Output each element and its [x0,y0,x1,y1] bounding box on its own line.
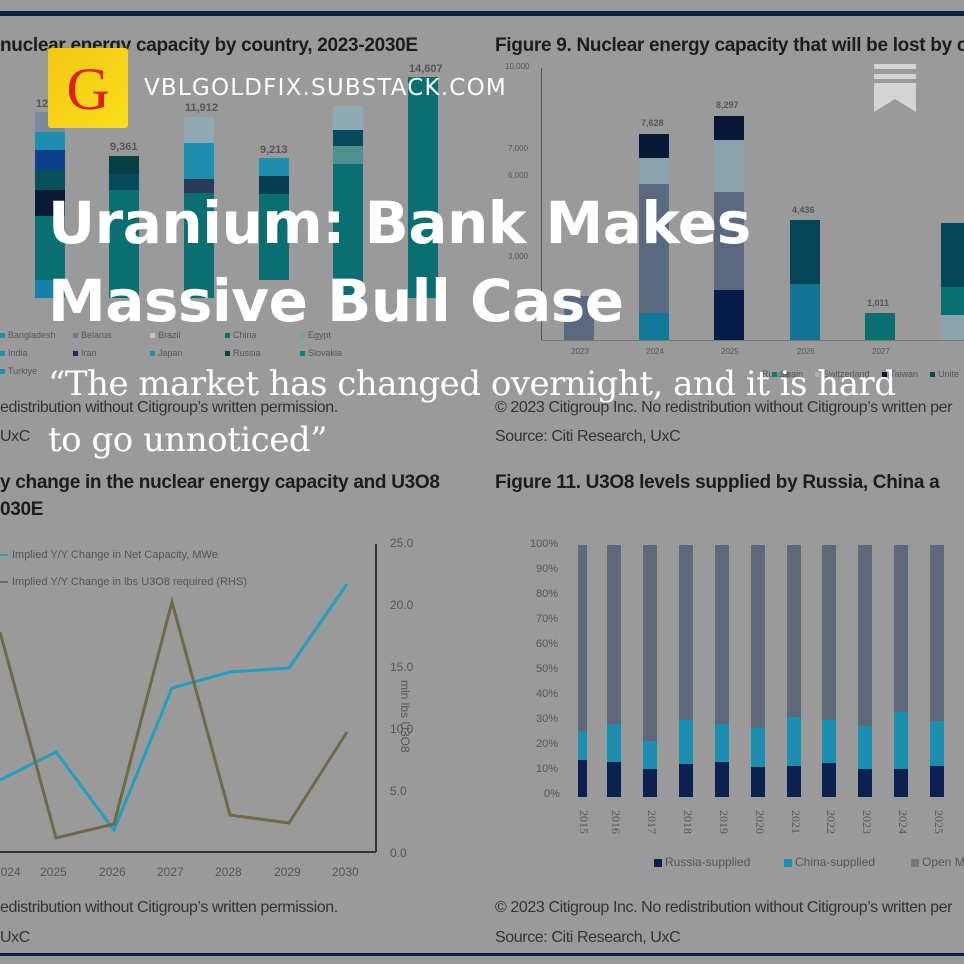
logo-letter: G [66,56,110,122]
figure-title-capacity-lost: Figure 9. Nuclear energy capacity that w… [495,35,964,56]
figure-title-u3o8-supply: Figure 11. U3O8 levels supplied by Russi… [495,472,940,493]
publication-site-name[interactable]: VBLGOLDFIX.SUBSTACK.COM [144,75,507,101]
publication-logo[interactable]: G [48,48,128,128]
publication-header: G VBLGOLDFIX.SUBSTACK.COM [48,48,507,128]
post-title: Uranium: Bank Makes Massive Bull Case [48,189,751,335]
top-divider [0,11,964,16]
post-subtitle: “The market has changed overnight, and i… [48,364,896,460]
figure-title-yy-change: y change in the nuclear energy capacity … [0,472,440,493]
bottom-divider [0,953,964,956]
substack-bookmark-icon [874,64,916,112]
